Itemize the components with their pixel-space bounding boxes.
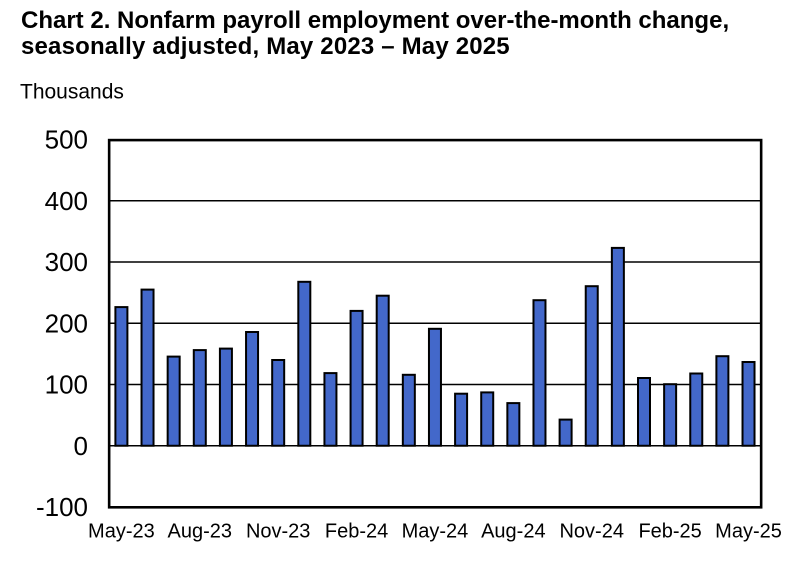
svg-text:seasonally adjusted, May 2023: seasonally adjusted, May 2023 – May 2025 bbox=[21, 33, 510, 60]
svg-text:-100: -100 bbox=[36, 492, 88, 522]
svg-text:500: 500 bbox=[45, 125, 88, 155]
svg-text:Feb-24: Feb-24 bbox=[325, 520, 388, 542]
svg-text:100: 100 bbox=[45, 370, 88, 400]
svg-text:Chart 2. Nonfarm payroll emplo: Chart 2. Nonfarm payroll employment over… bbox=[21, 7, 729, 34]
svg-text:May-25: May-25 bbox=[715, 520, 782, 542]
svg-text:200: 200 bbox=[45, 308, 88, 338]
svg-text:300: 300 bbox=[45, 247, 88, 277]
svg-text:May-24: May-24 bbox=[402, 520, 469, 542]
svg-text:Aug-24: Aug-24 bbox=[481, 520, 546, 542]
svg-text:0: 0 bbox=[74, 431, 88, 461]
svg-text:Feb-25: Feb-25 bbox=[638, 520, 701, 542]
svg-text:Aug-23: Aug-23 bbox=[168, 520, 233, 542]
svg-text:Nov-23: Nov-23 bbox=[246, 520, 310, 542]
svg-text:Thousands: Thousands bbox=[20, 80, 124, 103]
svg-text:May-23: May-23 bbox=[88, 520, 155, 542]
svg-text:400: 400 bbox=[45, 186, 88, 216]
svg-text:Nov-24: Nov-24 bbox=[559, 520, 623, 542]
